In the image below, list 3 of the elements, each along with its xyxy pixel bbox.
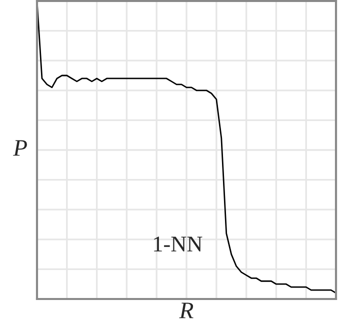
x-axis-title: R (179, 302, 194, 318)
y-axis-title: P (12, 140, 27, 156)
annotation: 1-NN (154, 236, 202, 252)
